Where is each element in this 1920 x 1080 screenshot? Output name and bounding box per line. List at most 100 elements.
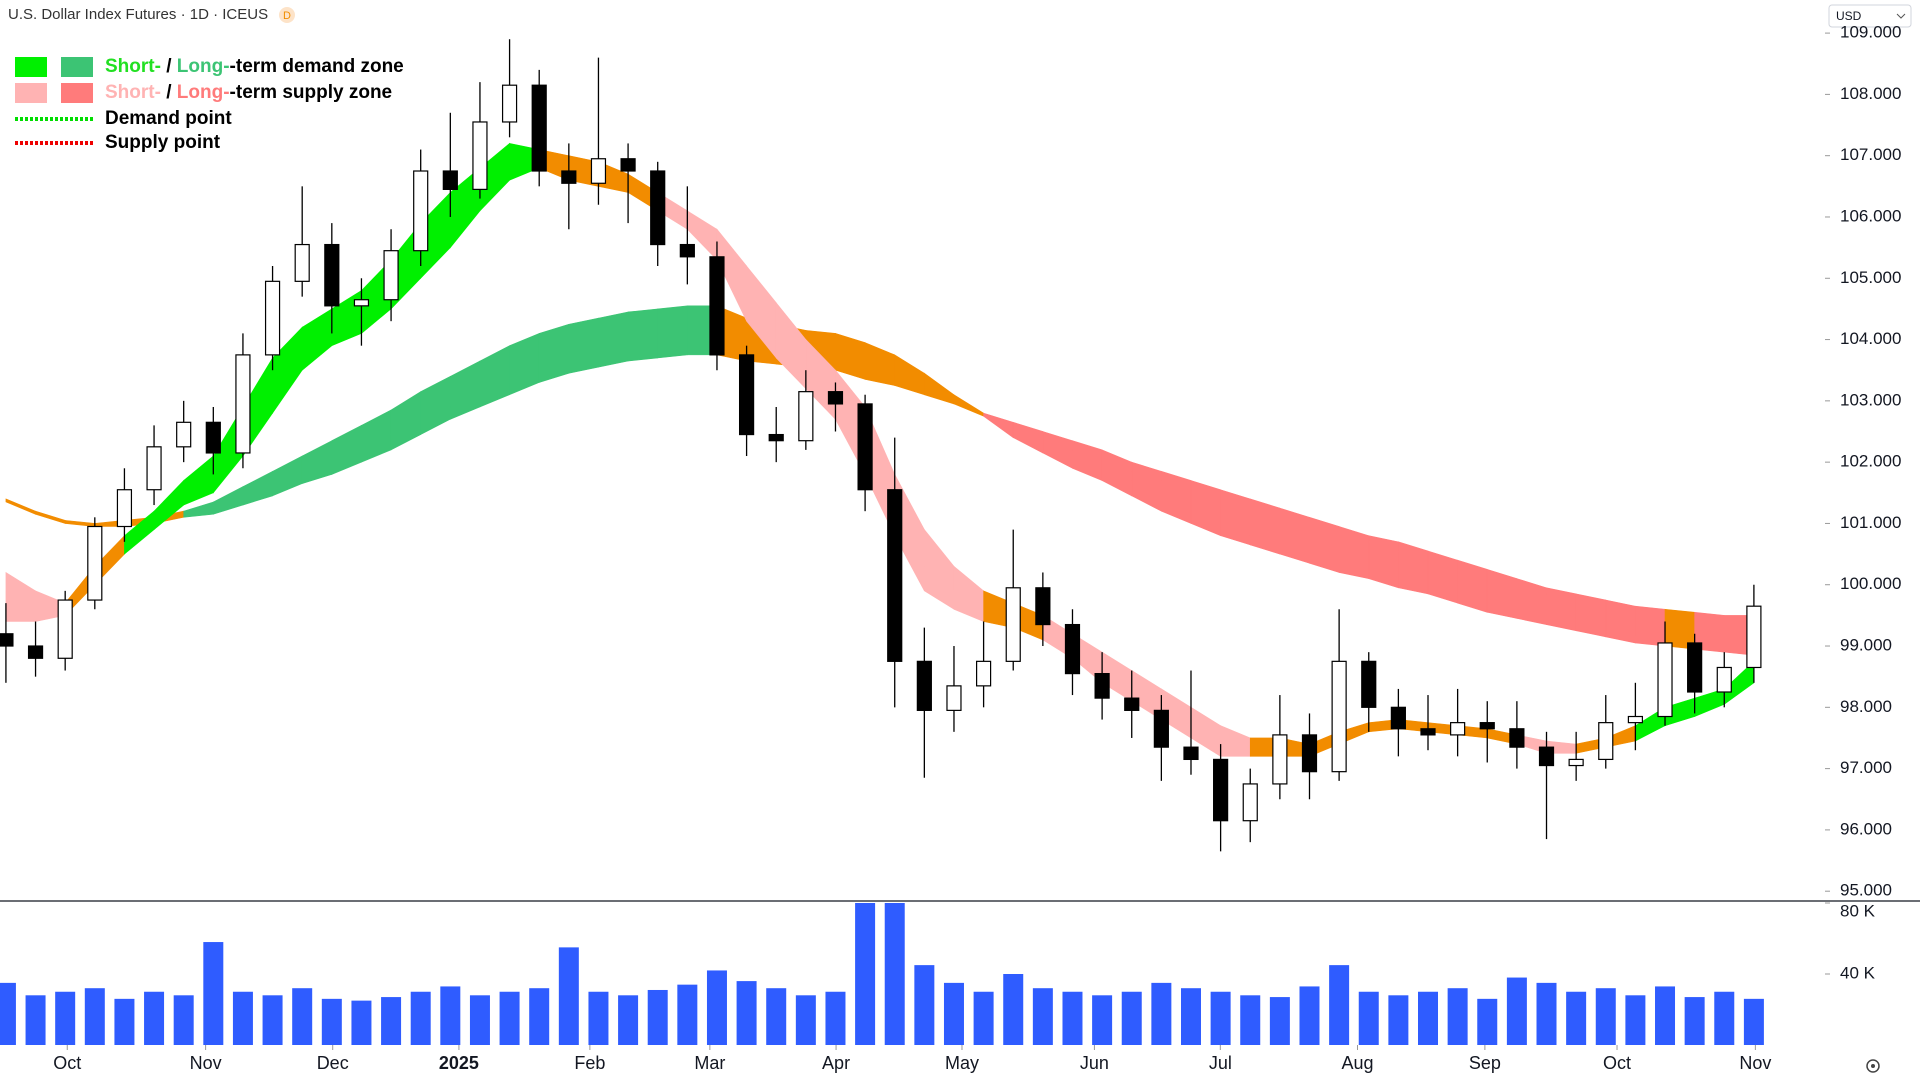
long-band-segment (1546, 587, 1577, 632)
long-band-segment (1486, 569, 1518, 619)
volume-bar (1003, 974, 1024, 1045)
long-band-segment (242, 470, 273, 506)
long-band-segment (894, 354, 925, 396)
candle-body (1479, 722, 1495, 730)
volume-bar (173, 995, 194, 1045)
volume-bar (292, 988, 313, 1045)
price-tick-label: 98.000 (1840, 697, 1892, 716)
currency-caret[interactable] (1896, 13, 1906, 19)
candle-body (531, 84, 547, 172)
long-band-segment (1279, 507, 1310, 564)
volume-bar (529, 988, 550, 1045)
volume-bar (884, 903, 905, 1045)
short-band-segment (1220, 725, 1251, 757)
candle-body (413, 170, 429, 252)
volume-bar (469, 995, 490, 1045)
volume-bar (1655, 986, 1676, 1045)
candle-body (590, 158, 607, 184)
candle-body (116, 489, 133, 528)
candle-body (205, 421, 221, 454)
price-tick-label: 104.000 (1840, 329, 1901, 348)
badge-bg (279, 7, 295, 23)
price-tick-label: 105.000 (1840, 268, 1901, 287)
settings-icon[interactable] (1866, 1059, 1880, 1073)
candle-body (1687, 642, 1703, 693)
volume-bar (1151, 982, 1172, 1045)
short-band-segment (183, 455, 214, 506)
time-tick-label: Feb (574, 1053, 605, 1073)
candle-body (709, 256, 725, 356)
candle-body (1657, 642, 1673, 718)
legend-label: Demand point (105, 108, 232, 129)
volume-bar (1388, 995, 1409, 1045)
long-band-segment (272, 455, 303, 497)
price-tick-label: 95.000 (1840, 881, 1892, 900)
long-band-segment (1072, 440, 1103, 481)
candle-body (1716, 666, 1732, 693)
candle-body (620, 158, 636, 172)
legend-label: Short- / Long--term supply zone (105, 82, 392, 103)
volume-bar (1595, 988, 1616, 1045)
volume-bar (144, 991, 165, 1045)
long-band-segment (1042, 431, 1073, 469)
candle-body (887, 489, 903, 662)
volume-bar (321, 998, 342, 1045)
price-tick-label: 100.000 (1840, 574, 1901, 593)
legend-swatch (61, 57, 93, 77)
long-band-segment (657, 305, 688, 359)
volume-bar (1329, 965, 1350, 1045)
short-band-segment (775, 301, 807, 390)
volume-bar (1121, 991, 1142, 1045)
volume-bar (1418, 991, 1439, 1045)
long-band-segment (1131, 461, 1162, 512)
candle-body (857, 403, 873, 491)
price-tick-label: 96.000 (1840, 819, 1892, 838)
volume-bar (618, 995, 639, 1045)
long-band-segment (213, 486, 244, 515)
long-band-segment (924, 372, 955, 405)
long-band-segment (1635, 605, 1666, 647)
candle-body (1390, 706, 1406, 730)
long-band-segment (1368, 535, 1399, 589)
settings-icon-dot[interactable] (1871, 1064, 1875, 1068)
candle-body (1301, 734, 1318, 773)
candle-body (353, 299, 370, 307)
candle-body (1183, 746, 1199, 761)
time-tick-label: Aug (1341, 1053, 1373, 1073)
long-band-segment (983, 412, 1014, 439)
long-band-segment (627, 308, 659, 362)
candle-body (176, 421, 192, 448)
candle-body (294, 243, 310, 282)
long-band-segment (1427, 550, 1458, 604)
volume-bar (1477, 998, 1498, 1045)
volume-bar (588, 991, 609, 1045)
long-band-segment (450, 360, 481, 420)
long-band-segment (1190, 480, 1221, 537)
legend-part: / (161, 56, 177, 77)
candle-body (57, 599, 73, 659)
legend-part: -term demand zone (230, 56, 404, 77)
time-tick-label: Nov (1739, 1053, 1771, 1073)
long-band-segment (361, 409, 392, 463)
time-tick-label: Apr (822, 1053, 850, 1073)
volume-bar (677, 984, 698, 1045)
time-tick-label: Nov (190, 1053, 222, 1073)
currency[interactable]: USD (1836, 9, 1862, 23)
candle-body (1213, 758, 1229, 822)
volume-bar (973, 991, 994, 1045)
badge: D (283, 10, 291, 22)
long-band-segment (1161, 470, 1192, 524)
price-tick-label: 106.000 (1840, 206, 1901, 225)
currency-box[interactable] (1828, 4, 1912, 28)
long-band-segment (331, 424, 362, 475)
long-band-segment (183, 501, 214, 518)
symbol-title: U.S. Dollar Index Futures · 1D · ICEUS (8, 6, 268, 23)
candle-body (679, 243, 695, 258)
candle-body (1272, 734, 1288, 785)
volume-bar (410, 991, 431, 1045)
legend-swatch (15, 57, 47, 77)
short-band-segment (924, 528, 955, 610)
price-tick-label: 101.000 (1840, 513, 1901, 532)
legend-label: Supply point (105, 132, 221, 153)
candle-body (0, 633, 14, 647)
